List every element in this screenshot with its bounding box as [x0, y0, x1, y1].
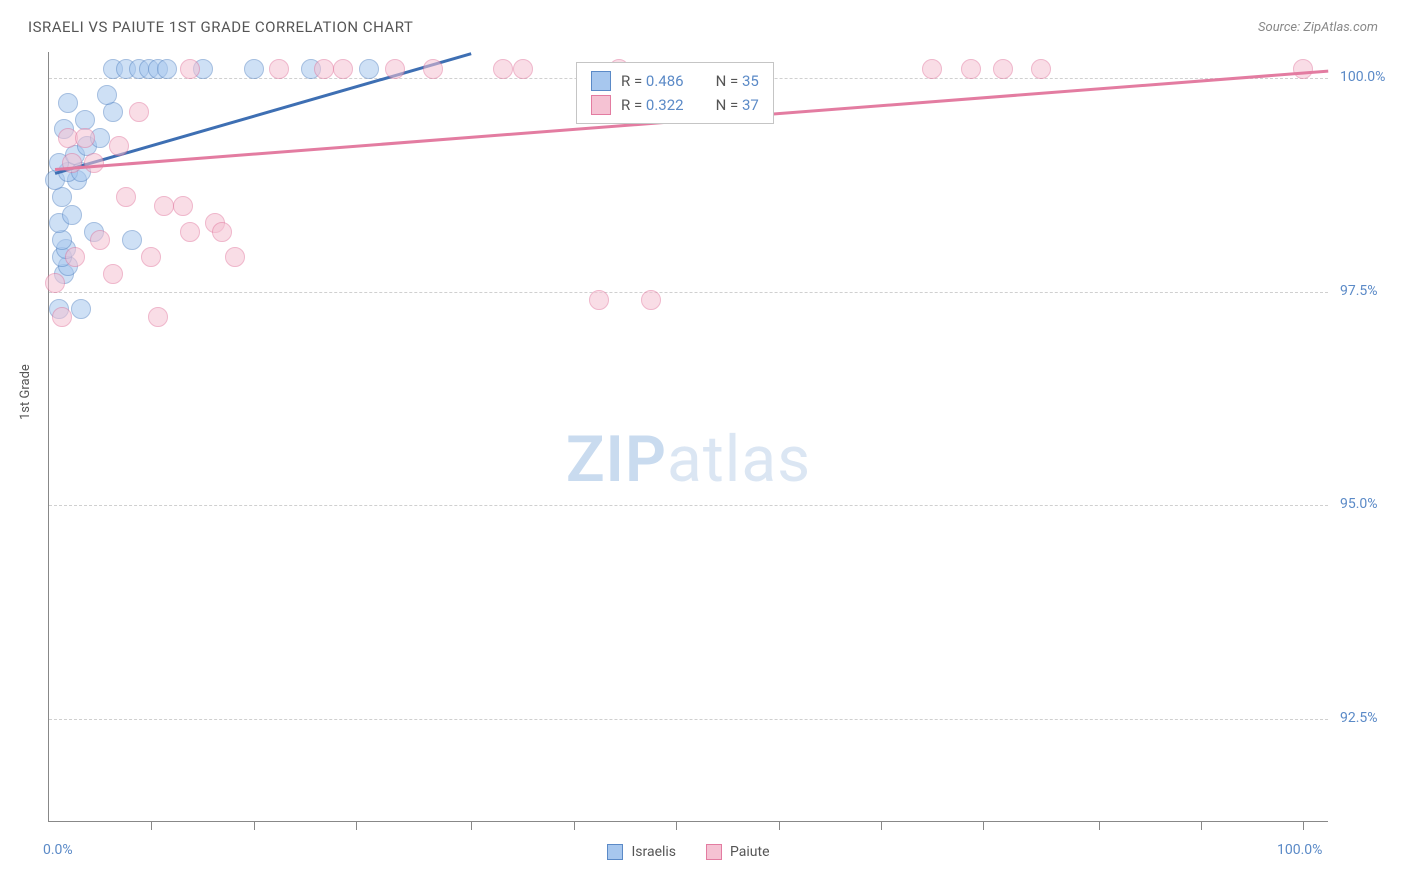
- data-point: [62, 205, 82, 225]
- data-point: [65, 247, 85, 267]
- legend-swatch: [706, 844, 722, 860]
- data-point: [129, 102, 149, 122]
- x-tick: [1099, 822, 1100, 830]
- legend-swatch: [607, 844, 623, 860]
- data-point: [52, 307, 72, 327]
- x-tick: [151, 822, 152, 830]
- data-point: [333, 59, 353, 79]
- data-point: [359, 59, 379, 79]
- y-tick-label: 97.5%: [1340, 283, 1400, 299]
- x-tick: [471, 822, 472, 830]
- data-point: [75, 128, 95, 148]
- legend-item: Israelis: [607, 844, 676, 860]
- y-axis-title: 1st Grade: [18, 364, 33, 420]
- data-point: [423, 59, 443, 79]
- data-point: [922, 59, 942, 79]
- watermark: ZIPatlas: [566, 422, 811, 497]
- data-point: [493, 59, 513, 79]
- data-point: [62, 153, 82, 173]
- gridline-h: [49, 719, 1328, 720]
- data-point: [154, 196, 174, 216]
- legend-swatch: [591, 95, 611, 115]
- x-tick: [1201, 822, 1202, 830]
- chart-container: ISRAELI VS PAIUTE 1ST GRADE CORRELATION …: [0, 0, 1406, 892]
- data-point: [180, 222, 200, 242]
- data-point: [993, 59, 1013, 79]
- data-point: [269, 59, 289, 79]
- legend-swatch: [591, 71, 611, 91]
- legend-label: Israelis: [631, 844, 676, 860]
- x-tick: [254, 822, 255, 830]
- data-point: [244, 59, 264, 79]
- data-point: [180, 59, 200, 79]
- legend-r-label: R = 0.322: [621, 96, 684, 114]
- x-tick-label: 100.0%: [1277, 842, 1322, 858]
- data-point: [103, 264, 123, 284]
- data-point: [1031, 59, 1051, 79]
- x-tick: [1303, 822, 1304, 830]
- x-tick: [574, 822, 575, 830]
- data-point: [109, 136, 129, 156]
- data-point: [141, 247, 161, 267]
- data-point: [314, 59, 334, 79]
- stats-legend-row: R = 0.486 N = 35: [591, 69, 759, 93]
- chart-title: ISRAELI VS PAIUTE 1ST GRADE CORRELATION …: [28, 18, 413, 36]
- x-tick: [676, 822, 677, 830]
- data-point: [122, 230, 142, 250]
- legend-n-label: N = 37: [716, 96, 759, 114]
- y-tick-label: 95.0%: [1340, 496, 1400, 512]
- data-point: [641, 290, 661, 310]
- source-label: Source: ZipAtlas.com: [1258, 20, 1378, 35]
- data-point: [961, 59, 981, 79]
- data-point: [58, 93, 78, 113]
- data-point: [90, 230, 110, 250]
- gridline-h: [49, 292, 1328, 293]
- y-tick-label: 100.0%: [1340, 69, 1400, 85]
- legend-n-label: N = 35: [716, 72, 759, 90]
- data-point: [116, 187, 136, 207]
- stats-legend-row: R = 0.322 N = 37: [591, 93, 759, 117]
- data-point: [157, 59, 177, 79]
- data-point: [103, 102, 123, 122]
- data-point: [385, 59, 405, 79]
- data-point: [52, 230, 72, 250]
- x-tick: [983, 822, 984, 830]
- legend-r-label: R = 0.486: [621, 72, 684, 90]
- data-point: [173, 196, 193, 216]
- legend-bottom: Israelis Paiute: [49, 844, 1328, 860]
- x-tick: [779, 822, 780, 830]
- x-tick: [881, 822, 882, 830]
- x-tick: [356, 822, 357, 830]
- data-point: [513, 59, 533, 79]
- data-point: [52, 187, 72, 207]
- stats-legend: R = 0.486 N = 35 R = 0.322 N = 37: [576, 62, 774, 124]
- data-point: [212, 222, 232, 242]
- data-point: [97, 85, 117, 105]
- data-point: [225, 247, 245, 267]
- data-point: [148, 307, 168, 327]
- plot-area: ZIPatlas IsraelisPaiute 92.5%95.0%97.5%1…: [48, 52, 1328, 822]
- legend-label: Paiute: [730, 844, 770, 860]
- data-point: [589, 290, 609, 310]
- legend-item: Paiute: [706, 844, 770, 860]
- x-tick-label: 0.0%: [43, 842, 73, 858]
- data-point: [71, 299, 91, 319]
- data-point: [1293, 59, 1313, 79]
- data-point: [45, 273, 65, 293]
- gridline-h: [49, 505, 1328, 506]
- y-tick-label: 92.5%: [1340, 710, 1400, 726]
- data-point: [84, 153, 104, 173]
